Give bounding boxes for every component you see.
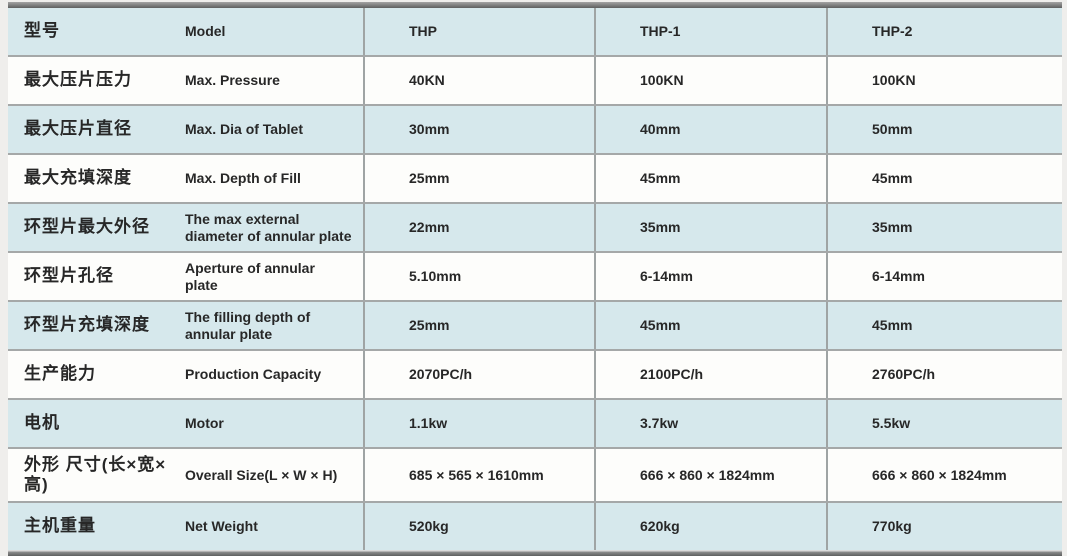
value-thp: 22mm (365, 204, 596, 251)
table-row-annular-filling-depth: 环型片充填深度 The filling depth of annular pla… (8, 300, 1062, 349)
spec-name-en: Max. Dia of Tablet (185, 106, 365, 153)
value-thp-1: 40mm (596, 106, 828, 153)
spec-name-cn: 最大压片直径 (24, 119, 132, 139)
value-thp-1: 666 × 860 × 1824mm (596, 449, 828, 501)
value-thp-2: 45mm (872, 317, 913, 334)
spec-name-cn: 最大充填深度 (24, 168, 132, 188)
spec-name-cn: 最大压片压力 (24, 70, 132, 90)
spec-name-en: Net Weight (185, 503, 365, 550)
value-thp-2: 50mm (872, 121, 913, 138)
value-thp-2: 35mm (872, 219, 913, 236)
value-thp: 40KN (365, 57, 596, 104)
spec-name-cn: 环型片最大外径 (24, 217, 150, 237)
table-row-net-weight: 主机重量 Net Weight 520kg 620kg 770kg (8, 501, 1062, 550)
value-thp: 25mm (365, 155, 596, 202)
spec-name-cn: 电机 (24, 413, 60, 433)
spec-name-en: Aperture of annular plate (185, 253, 365, 300)
value-thp: 5.10mm (365, 253, 596, 300)
table-row-max-depth: 最大充填深度 Max. Depth of Fill 25mm 45mm 45mm (8, 153, 1062, 202)
header-col-thp: THP (365, 8, 596, 55)
value-thp: 25mm (365, 302, 596, 349)
table-bottom-border-bar (8, 550, 1062, 556)
value-thp-2: 2760PC/h (872, 366, 936, 383)
value-thp-1: 100KN (596, 57, 828, 104)
table-row-overall-size: 外形 尺寸(长×宽×高) Overall Size(L × W × H) 685… (8, 447, 1062, 501)
spec-name-cn: 环型片充填深度 (24, 315, 150, 335)
table-top-border-bar (8, 2, 1062, 8)
table-header-row: 型号 Model THP THP-1 THP-2 (8, 8, 1062, 55)
value-thp-1: 2100PC/h (596, 351, 828, 398)
spec-name-cn: 生产能力 (24, 364, 96, 384)
header-col-thp-1: THP-1 (596, 8, 828, 55)
value-thp-2: 45mm (872, 170, 913, 187)
table-row-max-dia: 最大压片直径 Max. Dia of Tablet 30mm 40mm 50mm (8, 104, 1062, 153)
spec-name-en: Max. Pressure (185, 57, 365, 104)
table-row-max-pressure: 最大压片压力 Max. Pressure 40KN 100KN 100KN (8, 55, 1062, 104)
spec-table: 型号 Model THP THP-1 THP-2 最大压片压力 Max. Pre… (8, 2, 1062, 556)
value-thp-2: 666 × 860 × 1824mm (872, 466, 1007, 483)
header-col-thp-2: THP-2 (872, 23, 913, 40)
spec-name-cn: 主机重量 (24, 516, 96, 536)
table-row-annular-external-dia: 环型片最大外径 The max external diameter of ann… (8, 202, 1062, 251)
value-thp-2: 5.5kw (872, 415, 911, 432)
spec-name-en: Motor (185, 400, 365, 447)
value-thp-2: 6-14mm (872, 268, 925, 285)
spec-name-en: The filling depth of annular plate (185, 302, 365, 349)
table-row-production-capacity: 生产能力 Production Capacity 2070PC/h 2100PC… (8, 349, 1062, 398)
header-model-cn: 型号 (24, 21, 60, 41)
spec-name-en: The max external diameter of annular pla… (185, 204, 365, 251)
value-thp-1: 3.7kw (596, 400, 828, 447)
table-row-motor: 电机 Motor 1.1kw 3.7kw 5.5kw (8, 398, 1062, 447)
spec-name-en: Production Capacity (185, 351, 365, 398)
table-row-annular-aperture: 环型片孔径 Aperture of annular plate 5.10mm 6… (8, 251, 1062, 300)
value-thp: 1.1kw (365, 400, 596, 447)
value-thp: 520kg (365, 503, 596, 550)
header-model-en: Model (185, 8, 365, 55)
spec-name-cn: 环型片孔径 (24, 266, 114, 286)
value-thp-1: 45mm (596, 302, 828, 349)
value-thp: 685 × 565 × 1610mm (365, 449, 596, 501)
value-thp-2: 770kg (872, 518, 912, 535)
value-thp: 30mm (365, 106, 596, 153)
value-thp-1: 620kg (596, 503, 828, 550)
value-thp: 2070PC/h (365, 351, 596, 398)
spec-name-en: Max. Depth of Fill (185, 155, 365, 202)
value-thp-2: 100KN (872, 72, 916, 89)
value-thp-1: 45mm (596, 155, 828, 202)
value-thp-1: 6-14mm (596, 253, 828, 300)
spec-name-cn: 外形 尺寸(长×宽×高) (24, 454, 167, 494)
spec-name-en: Overall Size(L × W × H) (185, 449, 365, 501)
value-thp-1: 35mm (596, 204, 828, 251)
